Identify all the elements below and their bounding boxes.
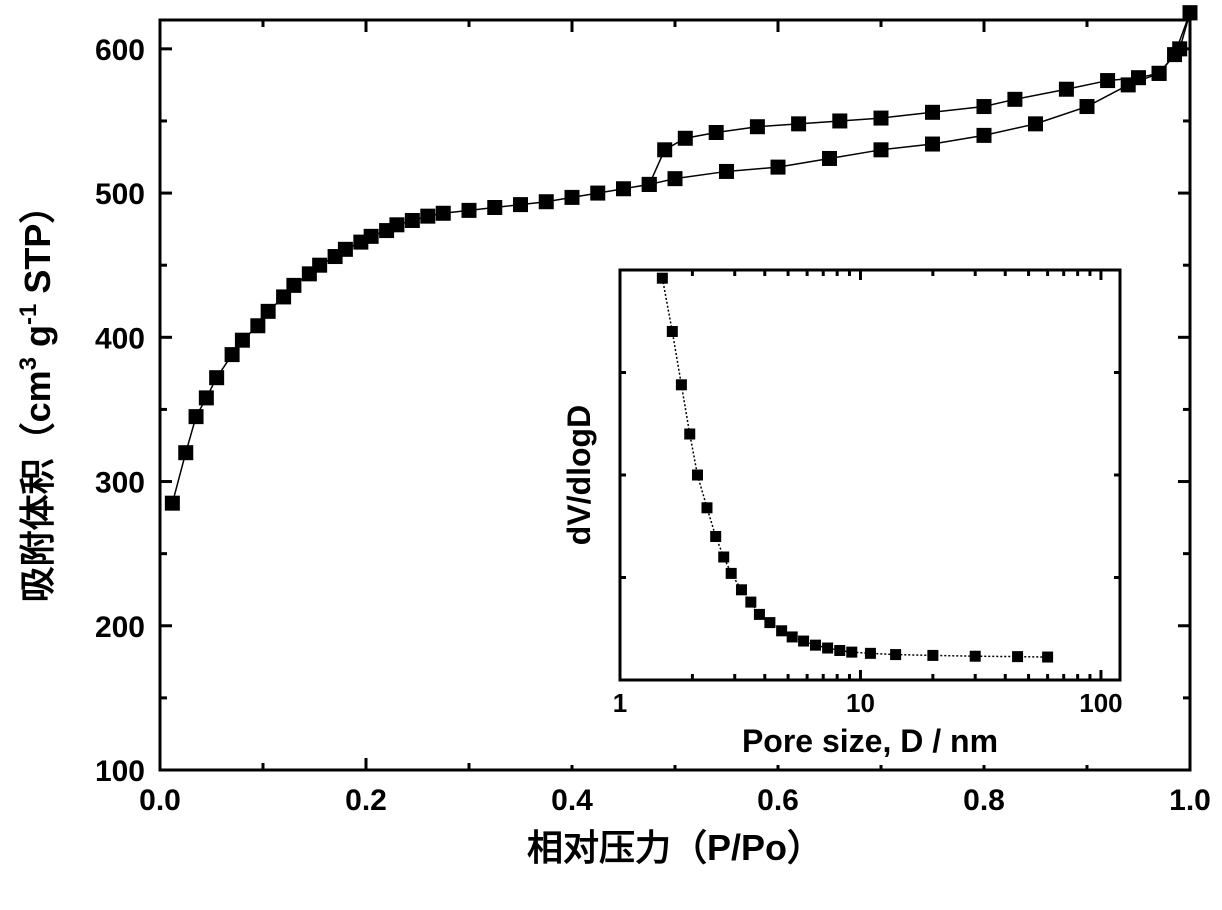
marker-adsorption bbox=[720, 164, 734, 178]
marker-adsorption bbox=[235, 333, 249, 347]
marker-adsorption bbox=[390, 218, 404, 232]
marker-desorption bbox=[1008, 92, 1022, 106]
marker-adsorption bbox=[617, 182, 631, 196]
marker-adsorption bbox=[1029, 117, 1043, 131]
marker-adsorption bbox=[539, 195, 553, 209]
marker-adsorption bbox=[591, 186, 605, 200]
marker-adsorption bbox=[565, 190, 579, 204]
series-line-desorption bbox=[649, 13, 1190, 185]
inset-marker bbox=[726, 568, 736, 578]
inset-marker bbox=[835, 645, 845, 655]
inset-x-tick-label: 1 bbox=[613, 688, 627, 718]
marker-adsorption bbox=[313, 258, 327, 272]
marker-desorption bbox=[874, 111, 888, 125]
chart-container: 0.0 0.2 0.4 0.6 0.8 1.0 100 200 300 400 500 600 相对压力… bbox=[0, 0, 1222, 910]
inset-y-axis-title: dV/dlogD bbox=[561, 405, 597, 545]
marker-desorption bbox=[792, 117, 806, 131]
inset-marker bbox=[787, 632, 797, 642]
marker-adsorption bbox=[405, 213, 419, 227]
marker-adsorption bbox=[179, 446, 193, 460]
marker-adsorption bbox=[338, 242, 352, 256]
marker-desorption bbox=[926, 105, 940, 119]
inset-marker bbox=[692, 470, 702, 480]
marker-adsorption bbox=[210, 371, 224, 385]
inset-marker bbox=[736, 585, 746, 595]
inset-marker bbox=[1043, 652, 1053, 662]
inset-marker bbox=[746, 597, 756, 607]
marker-adsorption bbox=[771, 160, 785, 174]
marker-desorption bbox=[642, 177, 656, 191]
marker-adsorption bbox=[421, 209, 435, 223]
inset-marker bbox=[702, 503, 712, 513]
marker-adsorption bbox=[462, 203, 476, 217]
marker-desorption bbox=[1132, 71, 1146, 85]
inset-marker bbox=[823, 643, 833, 653]
marker-desorption bbox=[1059, 82, 1073, 96]
chart-svg: 0.0 0.2 0.4 0.6 0.8 1.0 100 200 300 400 500 600 相对压力… bbox=[0, 0, 1222, 910]
inset-marker bbox=[685, 429, 695, 439]
marker-desorption bbox=[678, 131, 692, 145]
inset-marker bbox=[810, 640, 820, 650]
marker-adsorption bbox=[1080, 100, 1094, 114]
x-tick-label: 0.2 bbox=[345, 784, 387, 817]
marker-adsorption bbox=[514, 198, 528, 212]
marker-adsorption bbox=[977, 128, 991, 142]
inset-marker bbox=[719, 552, 729, 562]
marker-desorption bbox=[977, 100, 991, 114]
x-tick-label: 0.4 bbox=[551, 784, 593, 817]
y-tick-label: 200 bbox=[95, 611, 145, 644]
inset-marker bbox=[847, 647, 857, 657]
marker-desorption bbox=[1101, 74, 1115, 88]
inset-x-tick-label: 10 bbox=[846, 688, 875, 718]
marker-adsorption bbox=[189, 410, 203, 424]
marker-adsorption bbox=[251, 319, 265, 333]
marker-desorption bbox=[833, 114, 847, 128]
inset-x-tick-label: 100 bbox=[1079, 688, 1122, 718]
x-tick-label: 0.8 bbox=[963, 784, 1005, 817]
marker-desorption bbox=[1183, 6, 1197, 20]
marker-desorption bbox=[1152, 66, 1166, 80]
marker-adsorption bbox=[926, 137, 940, 151]
x-tick-label: 1.0 bbox=[1169, 784, 1211, 817]
inset-marker bbox=[711, 532, 721, 542]
y-tick-label: 100 bbox=[95, 755, 145, 788]
y-tick-label: 400 bbox=[95, 322, 145, 355]
x-tick-label: 0.6 bbox=[757, 784, 799, 817]
inset-marker bbox=[667, 327, 677, 337]
marker-adsorption bbox=[287, 278, 301, 292]
marker-adsorption bbox=[823, 151, 837, 165]
inset-x-axis-title: Pore size, D / nm bbox=[742, 723, 998, 759]
marker-adsorption bbox=[261, 304, 275, 318]
y-tick-label: 300 bbox=[95, 467, 145, 500]
marker-adsorption bbox=[364, 229, 378, 243]
y-axis-title: 吸附体积（cm3 g-1 STP） bbox=[15, 188, 58, 603]
x-axis-title: 相对压力（P/Po） bbox=[527, 827, 823, 868]
inset-marker bbox=[1013, 652, 1023, 662]
y-tick-label: 500 bbox=[95, 178, 145, 211]
inset-marker bbox=[754, 609, 764, 619]
marker-desorption bbox=[1168, 48, 1182, 62]
marker-desorption bbox=[658, 143, 672, 157]
inset-marker bbox=[676, 380, 686, 390]
inset-marker bbox=[928, 650, 938, 660]
marker-adsorption bbox=[165, 496, 179, 510]
marker-adsorption bbox=[488, 201, 502, 215]
marker-desorption bbox=[709, 126, 723, 140]
inset-marker bbox=[657, 273, 667, 283]
inset-marker bbox=[765, 618, 775, 628]
inset-marker bbox=[865, 648, 875, 658]
marker-adsorption bbox=[199, 391, 213, 405]
inset-marker bbox=[970, 651, 980, 661]
x-tick-label: 0.0 bbox=[139, 784, 181, 817]
inset-marker bbox=[891, 650, 901, 660]
marker-adsorption bbox=[874, 143, 888, 157]
inset-marker bbox=[799, 636, 809, 646]
marker-desorption bbox=[750, 120, 764, 134]
marker-adsorption bbox=[436, 206, 450, 220]
marker-adsorption bbox=[225, 348, 239, 362]
y-tick-label: 600 bbox=[95, 34, 145, 67]
marker-adsorption bbox=[668, 172, 682, 186]
inset-marker bbox=[777, 626, 787, 636]
